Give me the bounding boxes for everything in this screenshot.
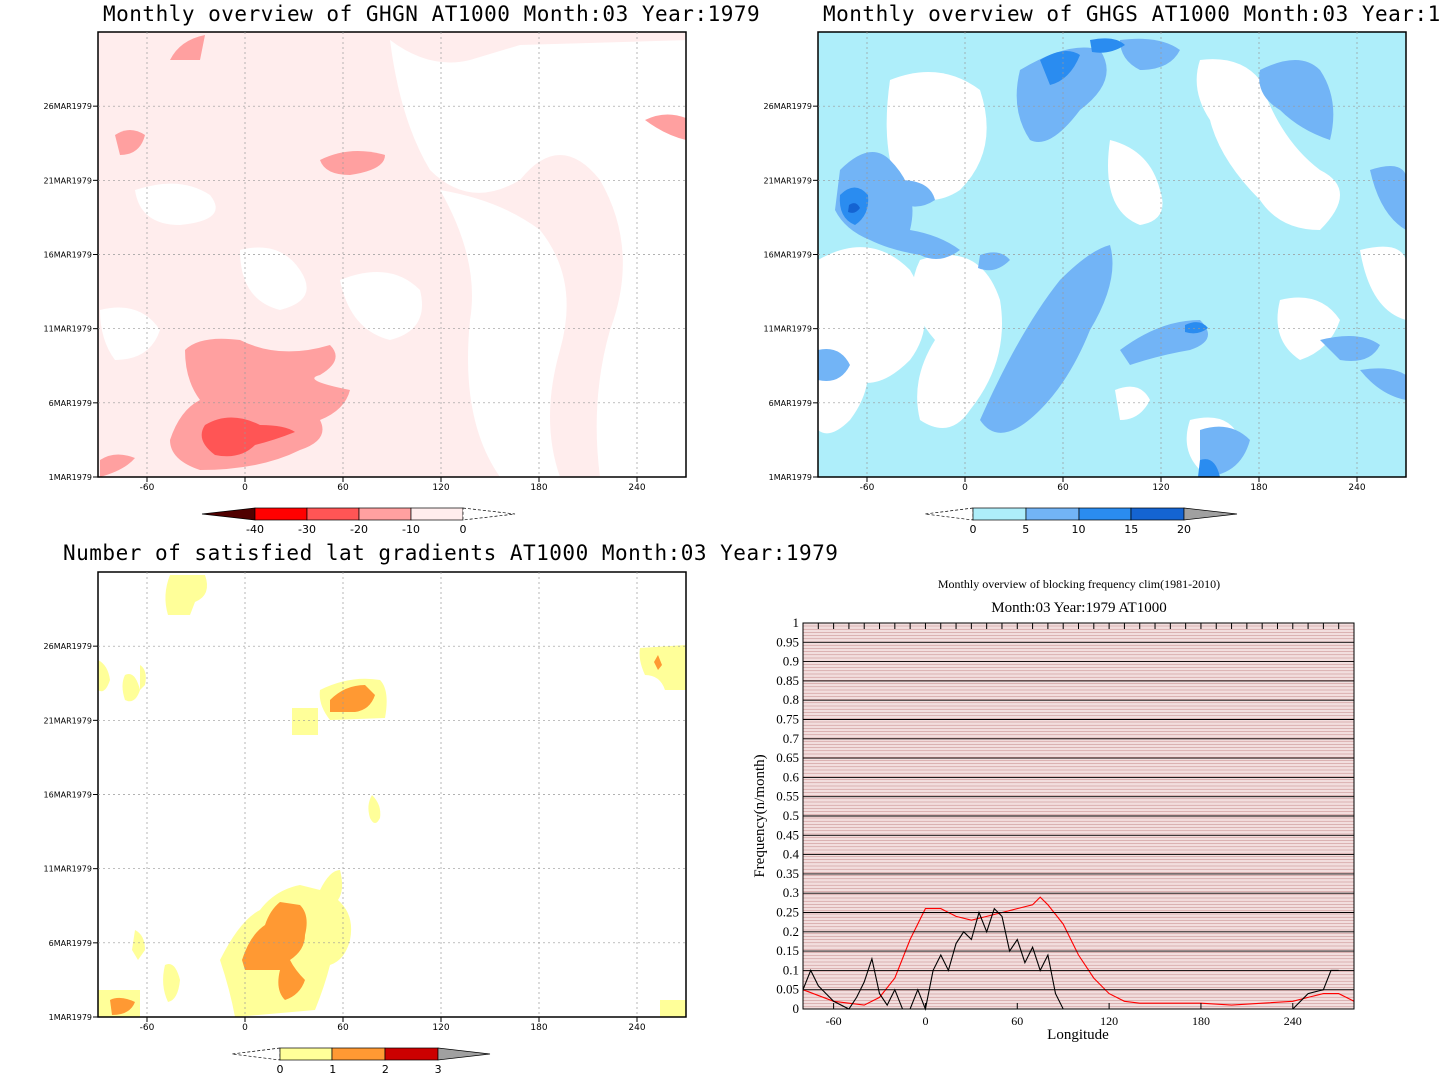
y-tick-label: 0.9	[783, 654, 799, 669]
y-tick-label: 0.3	[783, 885, 799, 900]
y-tick-label: 1MAR1979	[49, 473, 92, 482]
x-tick-label: 0	[242, 483, 248, 493]
y-tick-label: 0.55	[776, 789, 799, 804]
colorbar-label: 15	[1124, 523, 1138, 536]
x-tick-label: 120	[432, 1023, 449, 1033]
y-tick-label: 0.25	[776, 905, 799, 920]
x-tick-label: 240	[1284, 1014, 1302, 1028]
y-tick-label: 11MAR1979	[764, 325, 812, 334]
lat-title: Number of satisfied lat gradients AT1000…	[63, 541, 839, 565]
y-tick-label: 6MAR1979	[49, 399, 92, 408]
y-tick-label: 6MAR1979	[49, 939, 92, 948]
y-tick-label: 0.35	[776, 866, 799, 881]
y-tick-label: 16MAR1979	[44, 791, 92, 800]
x-tick-label: 60	[337, 483, 349, 493]
y-tick-label: 0.8	[783, 692, 799, 707]
y-tick-label: 0.15	[776, 943, 799, 958]
y-tick-label: 0.85	[776, 673, 799, 688]
ghgs-plot: 1MAR1979 6MAR1979 11MAR1979 16MAR1979 21MAR1…	[764, 31, 1407, 536]
y-tick-label: 0.65	[776, 750, 799, 765]
clim-series-line	[802, 896, 1355, 1006]
x-tick-label: 120	[432, 483, 449, 493]
y-tick-label: 26MAR1979	[44, 642, 92, 651]
x-tick-label: -60	[860, 483, 875, 493]
x-tick-label: 240	[628, 483, 645, 493]
y-tick-label: 0.1	[783, 962, 799, 977]
y-tick-label: 16MAR1979	[44, 251, 92, 260]
y-tick-label: 0.6	[783, 769, 800, 784]
y-tick-label: 21MAR1979	[44, 716, 92, 725]
y-tick-label: 11MAR1979	[44, 325, 92, 334]
ghgn-colorbar	[201, 507, 516, 521]
x-tick-label: 120	[1100, 1014, 1118, 1028]
colorbar-label: -30	[298, 523, 316, 536]
colorbar-label: 0	[970, 523, 977, 536]
y-tick-label: 21MAR1979	[44, 176, 92, 185]
y-tick-label: 0.05	[776, 982, 799, 997]
y-tick-label: 1MAR1979	[769, 473, 812, 482]
colorbar-label: -40	[246, 523, 264, 536]
x-tick-label: -60	[140, 1023, 155, 1033]
ghgs-title: Monthly overview of GHGS AT1000 Month:03…	[823, 2, 1440, 26]
y-tick-label: 21MAR1979	[764, 176, 812, 185]
ghgn-title: Monthly overview of GHGN AT1000 Month:03…	[103, 2, 761, 26]
x-tick-label: 180	[1192, 1014, 1210, 1028]
y-tick-label: 0.4	[783, 847, 800, 862]
colorbar-label: 0	[460, 523, 467, 536]
colorbar-label: 1	[329, 1063, 336, 1076]
y-tick-label: 1MAR1979	[49, 1013, 92, 1022]
x-tick-label: 60	[1057, 483, 1069, 493]
y-tick-label: 0.45	[776, 827, 799, 842]
colorbar-label: 3	[435, 1063, 442, 1076]
x-tick-label: 240	[628, 1023, 645, 1033]
x-tick-label: -60	[826, 1014, 842, 1028]
x-tick-label: 240	[1348, 483, 1365, 493]
colorbar-label: 20	[1177, 523, 1191, 536]
y-tick-label: 26MAR1979	[764, 102, 812, 111]
x-tick-label: 180	[530, 1023, 547, 1033]
x-tick-label: 180	[530, 483, 547, 493]
y-tick-label: 0.95	[776, 634, 799, 649]
x-tick-label: 180	[1250, 483, 1267, 493]
freq-ylabel: Frequency(n/month)	[752, 754, 768, 877]
x-tick-label: 0	[922, 1014, 928, 1028]
y-tick-label: 0.2	[783, 924, 799, 939]
colorbar-label: 10	[1072, 523, 1086, 536]
freq-xlabel: Longitude	[1047, 1027, 1109, 1043]
freq-plot: Monthly overview of blocking frequency c…	[752, 577, 1355, 1043]
colorbar-label: 5	[1022, 523, 1029, 536]
y-tick-label: 0	[793, 1001, 800, 1016]
y-tick-label: 11MAR1979	[44, 865, 92, 874]
y-tick-label: 0.75	[776, 712, 799, 727]
y-tick-label: 0.5	[783, 808, 799, 823]
ghgs-colorbar	[924, 507, 1238, 521]
x-tick-label: -60	[140, 483, 155, 493]
y-tick-label: 1	[793, 615, 800, 630]
colorbar-label: 0	[277, 1063, 284, 1076]
x-tick-label: 60	[337, 1023, 349, 1033]
x-tick-label: 60	[1011, 1014, 1023, 1028]
x-tick-label: 120	[1152, 483, 1169, 493]
colorbar-label: -10	[402, 523, 420, 536]
x-tick-label: 0	[962, 483, 968, 493]
colorbar-label: -20	[350, 523, 368, 536]
y-tick-label: 16MAR1979	[764, 251, 812, 260]
y-tick-label: 26MAR1979	[44, 102, 92, 111]
ghgn-plot: 1MAR1979 6MAR1979 11MAR1979 16MAR1979 21MAR1…	[44, 31, 687, 536]
lat-colorbar	[231, 1047, 491, 1061]
colorbar-label: 2	[382, 1063, 389, 1076]
freq-title: Monthly overview of blocking frequency c…	[938, 577, 1220, 591]
x-tick-label: 0	[242, 1023, 248, 1033]
freq-subtitle: Month:03 Year:1979 AT1000	[991, 600, 1166, 616]
y-tick-label: 6MAR1979	[769, 399, 812, 408]
lat-plot: 1MAR1979 6MAR1979 11MAR1979 16MAR1979 21MAR1…	[44, 571, 687, 1076]
y-tick-label: 0.7	[783, 731, 800, 746]
